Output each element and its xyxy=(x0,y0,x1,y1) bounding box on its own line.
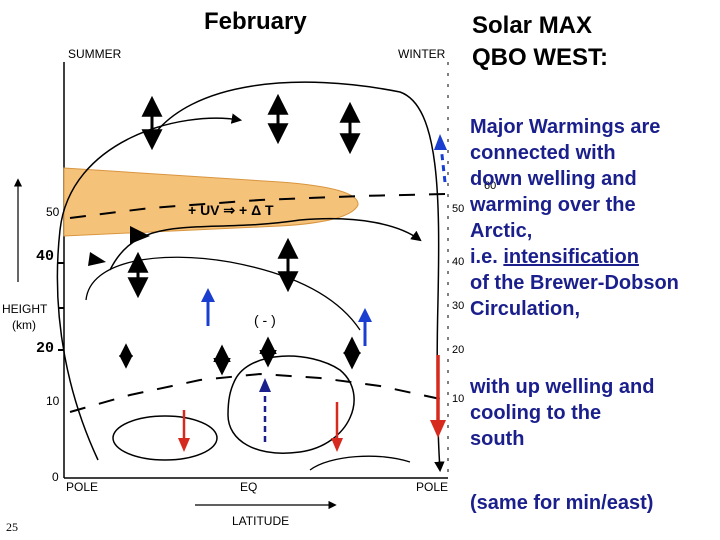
right-tick-60: 60 xyxy=(484,180,497,192)
left-tick-0: 0 xyxy=(52,470,59,484)
description-line: Major Warmings are xyxy=(470,116,661,138)
mesosphere-cell xyxy=(85,256,361,331)
upwelling-line: south xyxy=(470,428,525,450)
winter-circulation-cell xyxy=(149,81,445,473)
summer-label: SUMMER xyxy=(68,47,122,61)
intensification-word: intensification xyxy=(503,246,639,268)
description-line: of the Brewer-Dobson xyxy=(470,272,679,294)
x-axis-title: LATITUDE xyxy=(232,514,290,528)
right-lower-cell xyxy=(309,455,411,471)
x-label-pole-right: POLE xyxy=(416,480,449,494)
upwelling-block: with up welling and cooling to the south xyxy=(470,374,654,452)
description-block: Major Warmings are connected with down w… xyxy=(470,114,679,322)
same-note: (same for min/east) xyxy=(470,492,654,514)
ie-prefix: i.e. xyxy=(470,246,504,268)
description-line: Circulation, xyxy=(470,298,581,320)
upwelling-line: cooling to the xyxy=(470,402,602,424)
wedge-arrow xyxy=(88,252,106,266)
left-tick-50: 50 xyxy=(46,205,60,219)
uv-annotation: + UV ⇒ + Δ T xyxy=(188,202,274,218)
description-line: warming over the xyxy=(470,194,636,216)
lower-dashed-line xyxy=(69,372,446,413)
center-lower-cell xyxy=(227,355,355,454)
description-line: Arctic, xyxy=(470,220,533,242)
upwelling-line: with up welling and xyxy=(470,376,655,398)
page-number: 25 xyxy=(6,520,18,534)
left-lower-cell xyxy=(112,415,218,461)
header-qbo-west: QBO WEST: xyxy=(472,44,608,71)
left-tick-20: 20 xyxy=(36,340,55,357)
upper-dashed-line xyxy=(69,193,446,219)
right-tick-40: 40 xyxy=(452,256,465,268)
height-label: HEIGHT xyxy=(2,302,48,316)
description-line-ie: i.e. intensification xyxy=(470,244,679,270)
x-label-eq: EQ xyxy=(240,480,258,494)
minus-annotation: ( - ) xyxy=(254,312,276,328)
x-label-pole-left: POLE xyxy=(66,480,99,494)
height-unit-label: (km) xyxy=(12,318,36,332)
uv-heating-band xyxy=(63,167,359,237)
description-line: connected with xyxy=(470,142,616,164)
diagram-title: February xyxy=(204,8,307,35)
right-tick-20: 20 xyxy=(452,344,465,356)
right-tick-50: 50 xyxy=(452,203,465,215)
winter-label: WINTER xyxy=(398,47,446,61)
summer-circulation-cell xyxy=(56,113,243,461)
description-line: down welling and xyxy=(470,168,637,190)
right-tick-30: 30 xyxy=(452,300,465,312)
header-solar-max: Solar MAX xyxy=(472,12,593,39)
wedge-arrow xyxy=(130,226,150,244)
left-tick-40: 40 xyxy=(36,248,55,265)
left-tick-10: 10 xyxy=(46,394,60,408)
right-tick-10: 10 xyxy=(452,393,465,405)
blue-dashed-arrow xyxy=(439,145,447,183)
